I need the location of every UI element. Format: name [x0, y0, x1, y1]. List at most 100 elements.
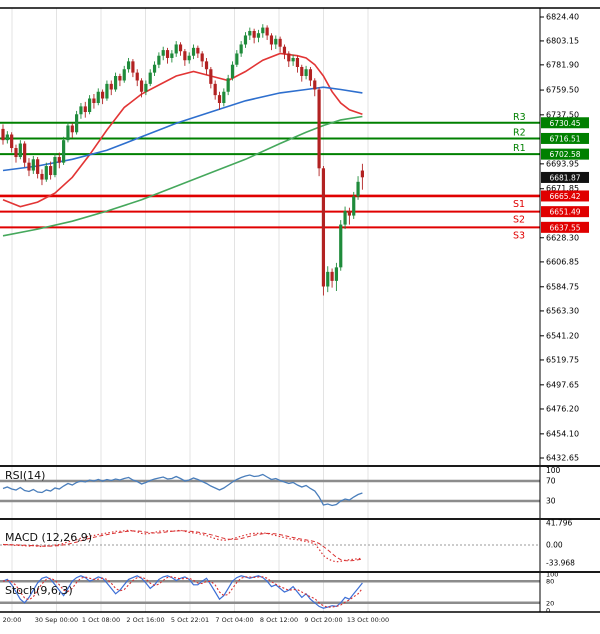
candle-body [222, 91, 226, 104]
candle-body [226, 78, 230, 92]
candle-body [308, 69, 313, 81]
candle-body [243, 35, 248, 45]
candle-body [66, 125, 70, 141]
candle-body [174, 44, 178, 54]
candle-body [105, 83, 109, 99]
level-badge-value: 6716.51 [549, 134, 580, 143]
candle-body [239, 44, 243, 54]
stoch-d-line [2, 576, 363, 608]
candle-body [334, 267, 339, 281]
candle-body [53, 157, 57, 176]
x-axis-label: 8 Oct 12:00 [260, 616, 298, 624]
ma-slow-green-line [2, 115, 363, 237]
y-axis-tick-label: 6584.75 [546, 282, 579, 291]
rsi-line [2, 473, 363, 507]
level-badge-value: 6651.49 [549, 208, 580, 217]
candle-body [295, 57, 300, 67]
candle-body [165, 50, 170, 58]
macd-tick-label: 41.796 [546, 519, 572, 528]
level-label-r1: R1 [513, 143, 526, 154]
y-axis-tick-label: 6781.90 [546, 60, 579, 69]
candle-body [187, 55, 191, 61]
x-axis-label: 5 Oct 22:01 [171, 616, 209, 624]
stoch-k-line [2, 575, 363, 609]
level-badge-r2 [541, 132, 589, 144]
candle-body [287, 53, 291, 62]
level-badge-r3 [541, 117, 589, 129]
y-axis-tick-label: 6671.85 [546, 184, 579, 193]
candle-body [217, 95, 222, 104]
rsi-tick-label: 100 [546, 466, 561, 475]
macd-tick-label: 0.00 [546, 541, 563, 550]
y-axis-tick-label: 6476.20 [546, 404, 579, 413]
macd-line [2, 529, 363, 563]
rsi-label: RSI(14) [5, 469, 46, 482]
y-axis-tick-label: 6497.65 [546, 380, 579, 389]
candle-body [352, 196, 356, 216]
candle-body [152, 64, 157, 73]
candle-body [317, 89, 321, 169]
candle-body [261, 27, 265, 34]
candle-body [83, 106, 87, 113]
level-label-s1: S1 [513, 199, 525, 210]
y-axis-tick-label: 6628.30 [546, 233, 579, 242]
candle-body [122, 69, 126, 81]
candle-body [170, 53, 174, 58]
level-badge-value: 6637.55 [549, 223, 580, 232]
y-axis-tick-label: 6824.40 [546, 13, 579, 22]
candle-body [88, 98, 92, 113]
candle-body [18, 143, 22, 158]
macd-signal-line [2, 530, 363, 562]
y-axis-tick-label: 6759.50 [546, 86, 579, 95]
candle-body [118, 75, 122, 81]
candle-body [269, 35, 274, 45]
level-badge-value: 6702.58 [549, 150, 580, 159]
ma-mid-blue-line [2, 86, 363, 172]
candle-body [291, 57, 295, 62]
candle-body [49, 166, 53, 176]
candle-body [191, 47, 196, 56]
level-label-r2: R2 [513, 127, 526, 138]
candle-body [148, 72, 152, 84]
candle-body [213, 83, 217, 96]
level-badge-s2 [541, 206, 589, 218]
rsi-tick-label: 70 [546, 477, 556, 486]
stoch-tick-label: 100 [546, 571, 558, 579]
candle-body [161, 50, 165, 56]
candle-body [304, 69, 308, 76]
candle-body [200, 53, 204, 62]
stoch-tick-label: 0 [546, 607, 550, 615]
y-axis-tick-label: 6606.85 [546, 257, 579, 266]
candle-body [36, 159, 40, 174]
candle-body [157, 55, 161, 65]
last-price-badge [541, 171, 589, 183]
y-axis-tick-label: 6541.20 [546, 331, 579, 340]
y-axis-tick-label: 6454.10 [546, 429, 579, 438]
candle-body [14, 148, 18, 158]
candle-body [131, 61, 135, 73]
candle-body [79, 106, 83, 115]
candle-body [256, 33, 261, 38]
stoch-tick-label: 80 [546, 578, 554, 586]
candle-body [40, 173, 44, 180]
level-label-s2: S2 [513, 215, 525, 226]
candle-body [57, 157, 61, 163]
x-axis-label: 30 Sep 00:00 [35, 616, 78, 624]
candle-body [300, 66, 304, 76]
candle-body [44, 166, 48, 180]
candle-body [1, 128, 5, 141]
level-label-s3: S3 [513, 230, 525, 241]
candle-body [75, 114, 79, 133]
candle-body [135, 72, 139, 81]
candle-body [209, 69, 213, 84]
candle-body [10, 134, 14, 149]
candle-body [113, 75, 118, 90]
candle-body [139, 80, 144, 92]
candle-body [230, 64, 235, 79]
macd-label: MACD (12,26,9) [5, 531, 93, 544]
candle-body [204, 61, 209, 70]
candle-body [100, 91, 105, 99]
stoch-tick-label: 20 [546, 599, 554, 607]
